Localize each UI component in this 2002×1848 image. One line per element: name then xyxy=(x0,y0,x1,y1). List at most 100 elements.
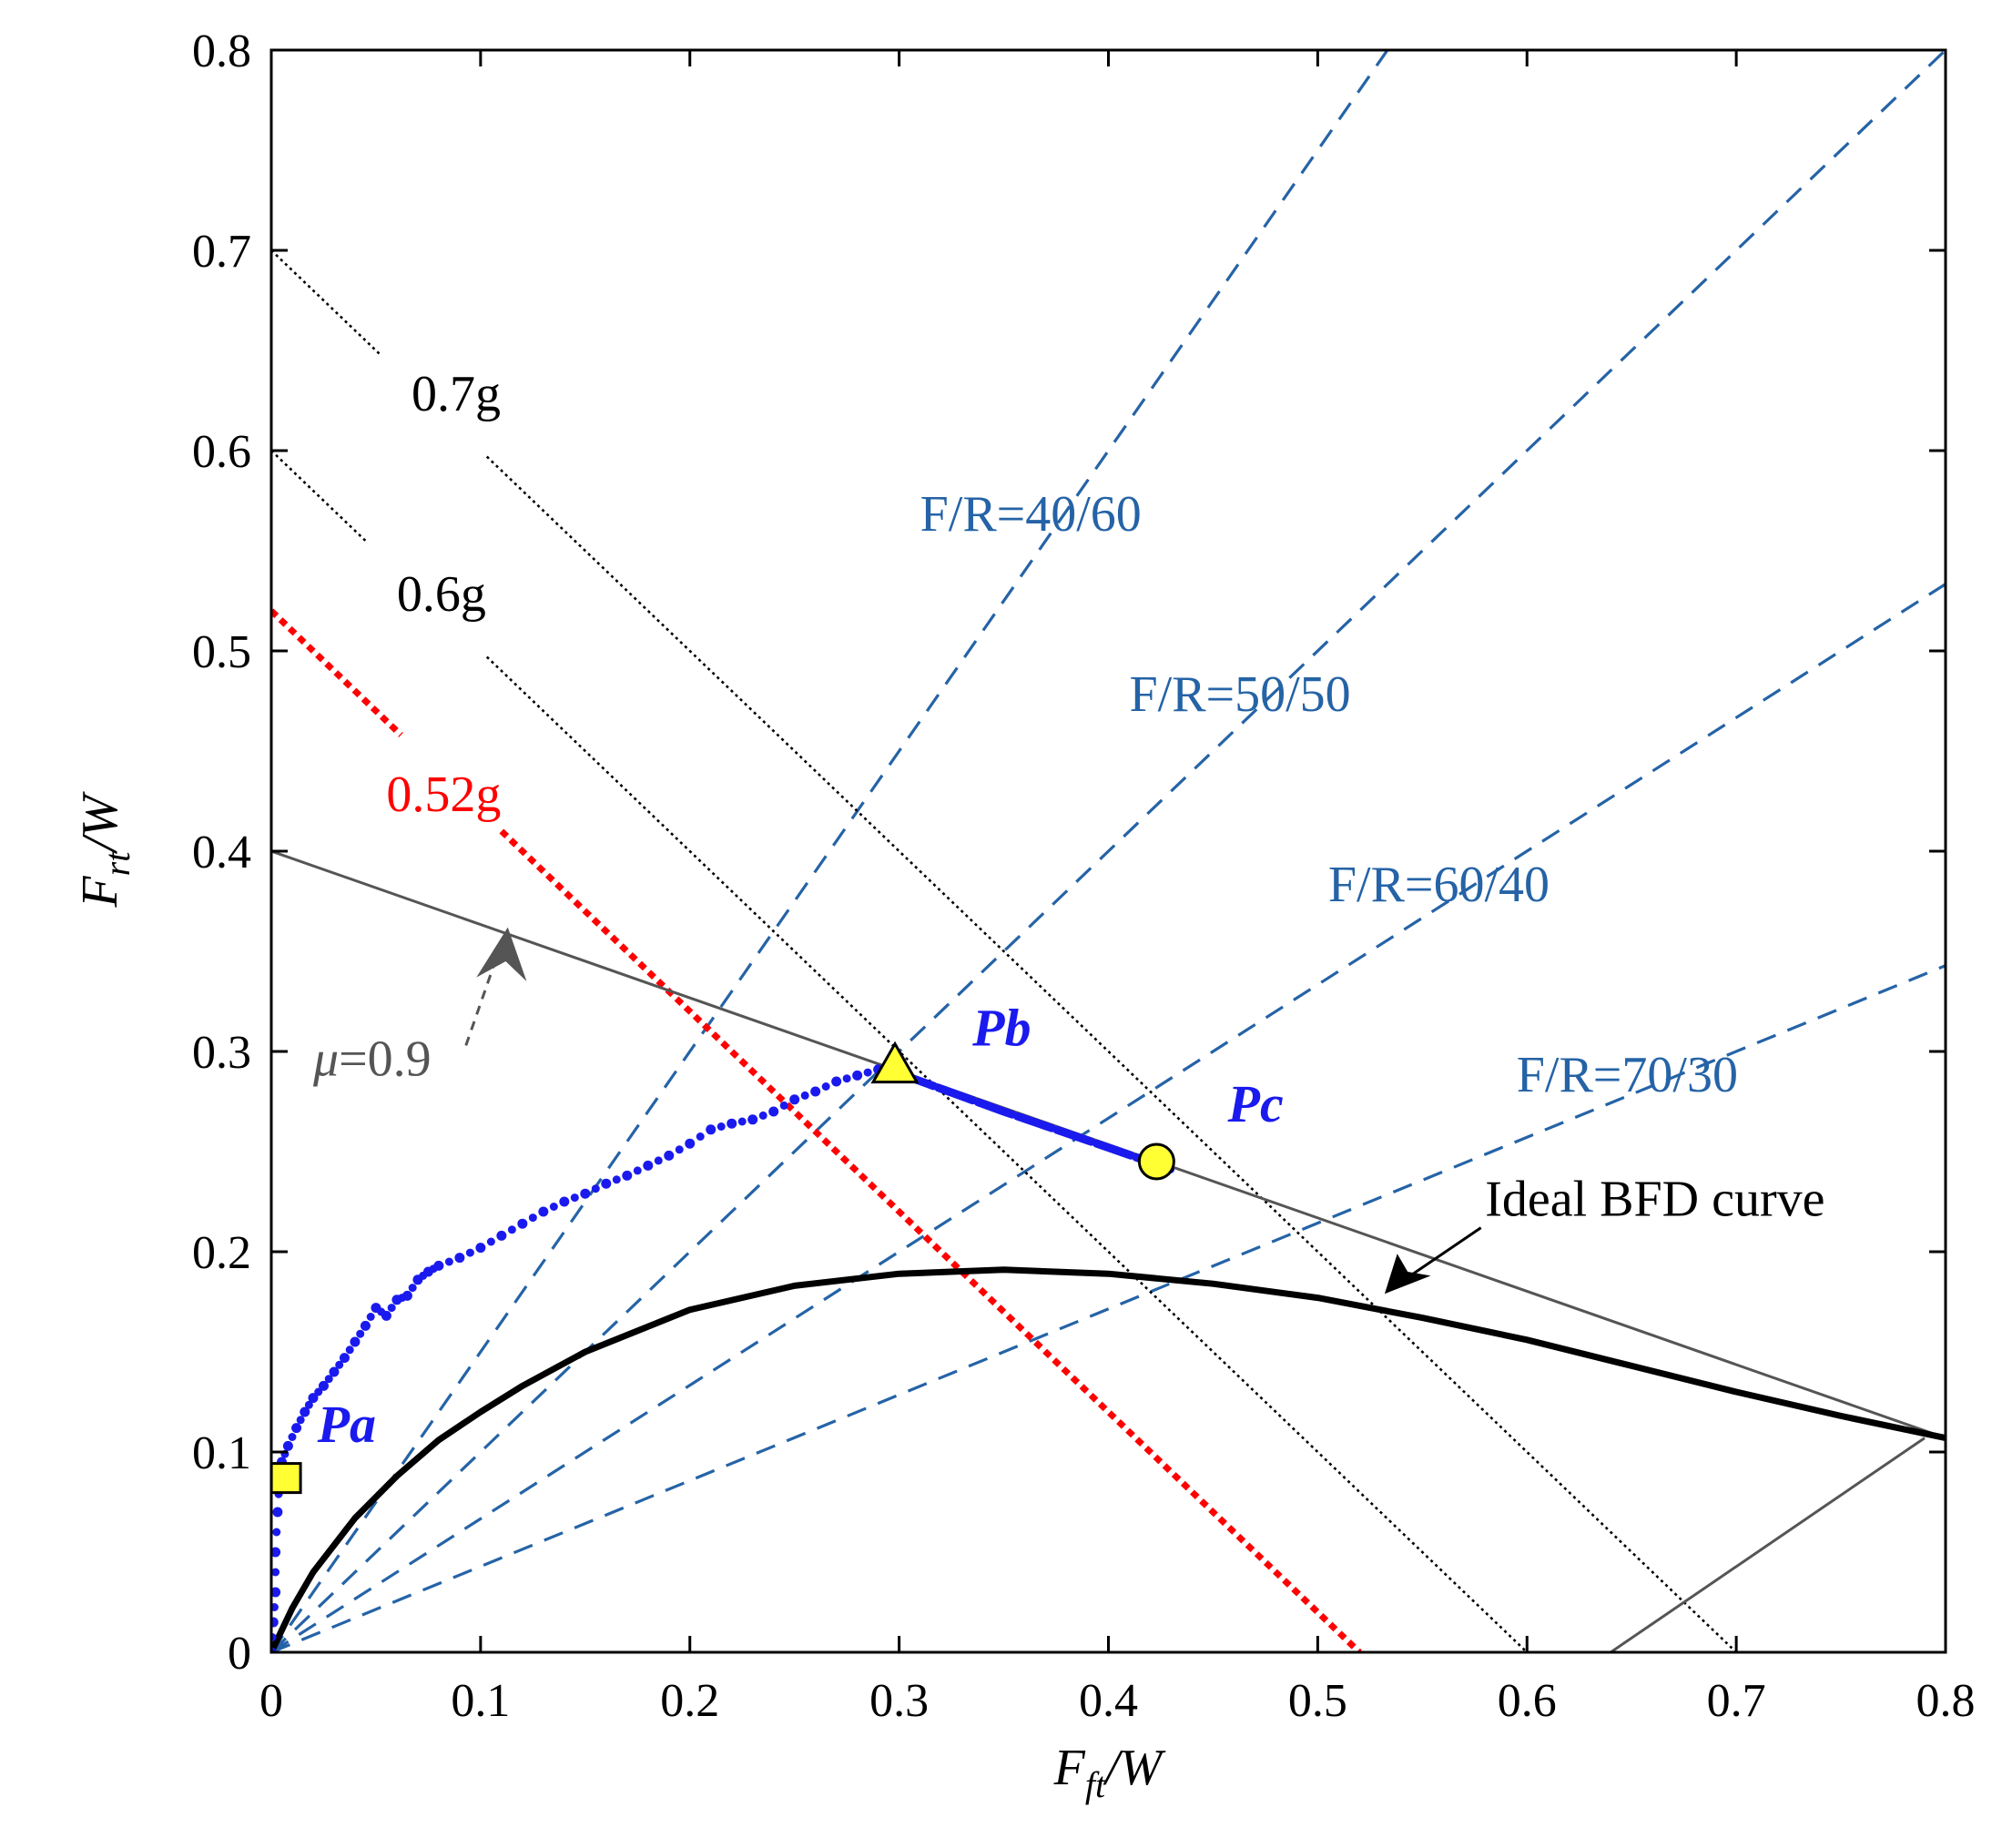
ratio-line xyxy=(271,583,1946,1652)
measured-point xyxy=(350,1336,361,1347)
measured-point xyxy=(643,1160,654,1171)
measured-point xyxy=(612,1175,621,1184)
measured-point xyxy=(654,1156,663,1165)
mu-label: μ=0.9 xyxy=(312,1031,432,1087)
annotations: F/R=40/60 F/R=50/50 F/R=60/40 F/R=70/30 0.7g… xyxy=(269,366,1824,1495)
measured-point xyxy=(517,1218,528,1229)
decel-line xyxy=(271,608,403,737)
measured-point xyxy=(314,1387,323,1396)
measured-point xyxy=(366,1313,375,1321)
plot-area xyxy=(271,50,1946,1652)
decel-line xyxy=(499,828,1362,1652)
measured-point xyxy=(360,1320,371,1331)
decel-line-label: 0.52g xyxy=(386,767,501,823)
measured-point xyxy=(622,1170,633,1181)
ratio-line xyxy=(271,964,1946,1652)
measured-point xyxy=(664,1150,675,1161)
measured-point xyxy=(507,1225,516,1234)
measured-point xyxy=(779,1101,788,1110)
measured-point xyxy=(444,1257,453,1266)
measured-point xyxy=(696,1132,705,1141)
decel-line-label: 0.6g xyxy=(397,566,486,623)
measured-point xyxy=(271,1547,281,1558)
measured-point xyxy=(601,1178,612,1189)
x-tick-label: 0.7 xyxy=(1707,1675,1766,1727)
y-tick-label: 0.2 xyxy=(192,1227,251,1279)
y-axis-label: Frt/W xyxy=(72,791,137,908)
measured-point xyxy=(496,1230,507,1241)
measured-point xyxy=(308,1393,319,1404)
measured-point xyxy=(475,1243,486,1254)
measured-point xyxy=(329,1366,340,1377)
decel-line xyxy=(485,455,1738,1652)
measured-point xyxy=(387,1304,396,1313)
ideal-bfd-arrow-head xyxy=(1384,1254,1431,1295)
measured-point xyxy=(591,1184,600,1193)
decel-line-label: 0.7g xyxy=(412,366,501,422)
measured-point xyxy=(324,1375,333,1384)
x-tick-label: 0.6 xyxy=(1498,1675,1557,1727)
ideal-bfd-curve xyxy=(271,1266,1946,1652)
measured-point xyxy=(345,1345,354,1355)
x-tick-label: 0.5 xyxy=(1288,1675,1347,1727)
measured-point xyxy=(300,1406,310,1417)
measured-point xyxy=(419,1271,428,1280)
measured-point xyxy=(465,1248,474,1257)
measured-point xyxy=(271,1568,280,1577)
y-tick-label: 0.5 xyxy=(192,626,251,678)
measured-point xyxy=(821,1082,830,1091)
ratio-line-label: F/R=50/50 xyxy=(1129,666,1350,723)
measured-point xyxy=(272,1507,283,1518)
measured-point xyxy=(842,1074,851,1083)
measured-point xyxy=(852,1070,863,1081)
x-tick-label: 0.1 xyxy=(451,1675,510,1727)
measured-point xyxy=(429,1264,438,1274)
measured-point xyxy=(377,1307,386,1316)
measured-point xyxy=(800,1091,809,1100)
measured-point xyxy=(486,1237,495,1246)
measured-point xyxy=(737,1117,747,1126)
ratio-line-label: F/R=40/60 xyxy=(920,486,1142,543)
measured-point xyxy=(335,1360,344,1369)
ideal-bfd-label: Ideal BFD curve xyxy=(1485,1171,1824,1227)
y-tick-label: 0.6 xyxy=(192,426,251,478)
measured-point xyxy=(831,1076,842,1087)
measured-point xyxy=(304,1400,313,1409)
ratio-line-label: F/R=70/30 xyxy=(1517,1047,1738,1103)
measured-point xyxy=(570,1193,579,1203)
measured-point xyxy=(549,1203,558,1211)
measured-point xyxy=(580,1188,591,1199)
y-tick-label: 0.3 xyxy=(192,1027,251,1079)
ratio-line-label: F/R=60/40 xyxy=(1328,857,1550,913)
point-label-pb: Pb xyxy=(971,998,1031,1057)
measured-point xyxy=(716,1122,726,1131)
mu-arrow-head xyxy=(476,927,527,981)
decel-line xyxy=(485,655,1529,1652)
ideal-bfd-arrow-shaft xyxy=(1400,1226,1482,1284)
measured-point xyxy=(291,1423,302,1434)
measured-point xyxy=(271,1603,279,1611)
y-tick-label: 0.7 xyxy=(192,226,251,278)
measured-point xyxy=(356,1329,365,1338)
measured-point xyxy=(789,1094,800,1105)
measured-point xyxy=(706,1124,716,1135)
y-tick-label: 0.1 xyxy=(192,1427,251,1479)
measured-point xyxy=(271,1617,279,1628)
measured-point xyxy=(675,1145,684,1154)
marker-circle xyxy=(1137,1142,1175,1181)
marker-square xyxy=(269,1462,302,1495)
measured-point xyxy=(288,1433,297,1441)
y-tick-label: 0.4 xyxy=(192,827,251,878)
measured-point xyxy=(768,1106,779,1117)
axis-ticks: 0 0.1 0.2 0.3 0.4 0.5 0.6 0.7 0.8 0 0.1 0.2 0.3 0.4 0.… xyxy=(192,25,1976,1727)
x-axis-label: Fft/W xyxy=(1053,1740,1166,1805)
measured-point xyxy=(271,1587,281,1598)
point-label-pa: Pa xyxy=(317,1395,376,1454)
x-tick-label: 0 xyxy=(259,1675,283,1727)
measured-point xyxy=(747,1114,758,1125)
marker-triangle xyxy=(870,1041,920,1084)
x-tick-label: 0.2 xyxy=(660,1675,719,1727)
measured-point xyxy=(339,1353,350,1364)
